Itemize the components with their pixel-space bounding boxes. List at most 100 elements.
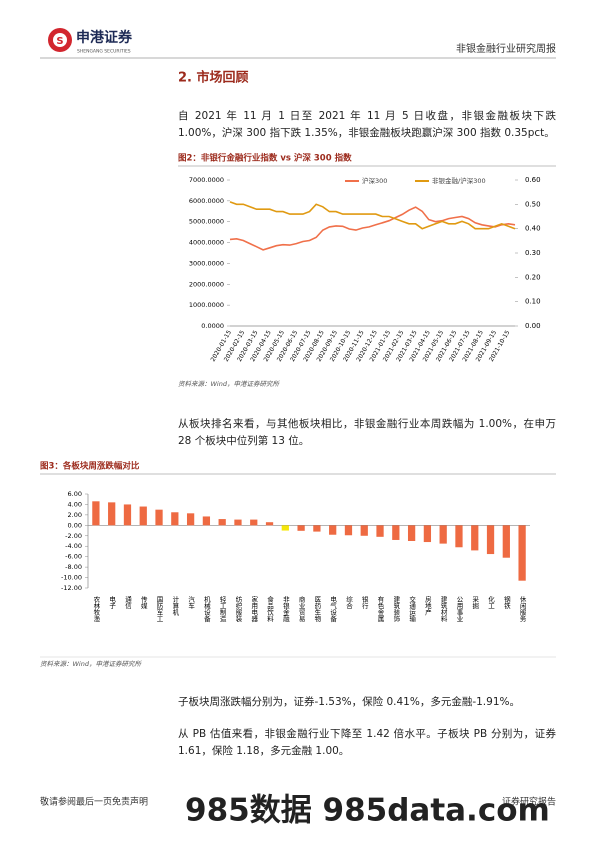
y-tick-label: 4000.0000 <box>189 239 224 247</box>
x-tick-label: 化工 <box>487 595 495 610</box>
x-tick-label: 公用事业 <box>455 596 463 622</box>
x-tick-label: 国防军工 <box>155 596 163 623</box>
x-tick-label: 商业贸易 <box>297 595 305 624</box>
figure-title: 图2：非银行金融行业指数 vs 沪深 300 指数 <box>178 153 352 164</box>
bar <box>313 525 321 532</box>
company-en: SHENGANG SECURITIES <box>77 49 131 55</box>
company-name: 申港证券 <box>76 29 133 46</box>
y2-tick-label: 0.10 <box>525 298 541 306</box>
y2-tick-label: 0.30 <box>525 249 541 257</box>
source: 资料来源：Wind，申港证券研究所 <box>178 380 280 388</box>
bar <box>423 525 432 543</box>
y2-tick-label: 0.00 <box>525 322 541 330</box>
x-tick-label: 食品饮料 <box>266 595 274 624</box>
y-tick-label: 3000.0000 <box>189 259 224 267</box>
bar <box>471 525 479 551</box>
y-tick-label: -8.00 <box>65 563 82 571</box>
section-title: 2. 市场回顾 <box>178 70 249 86</box>
x-tick-label: 有色金属 <box>376 595 384 624</box>
bar <box>202 516 211 526</box>
x-tick-label: 交通运输 <box>408 595 416 624</box>
x-tick-label: 非银金融 <box>281 595 289 624</box>
logo-inner <box>53 33 67 47</box>
bar <box>171 512 179 526</box>
logo: S <box>48 28 72 52</box>
x-tick-label: 采掘 <box>471 595 479 611</box>
bar <box>407 525 416 541</box>
bar <box>186 513 195 526</box>
bar <box>360 525 368 536</box>
bar <box>92 501 100 526</box>
paragraph: 从板块排名来看，与其他板块相比，非银金融行业本周跌幅为 1.00%，在申万 28… <box>178 418 556 447</box>
y-tick-label: 4.00 <box>68 500 82 508</box>
bar <box>486 525 495 555</box>
y2-tick-label: 0.60 <box>525 176 541 184</box>
x-tick-label: 计算机 <box>171 595 179 617</box>
x-tick-label: 纺织服装 <box>234 595 242 624</box>
data-line <box>229 201 516 230</box>
bar <box>392 525 400 540</box>
bar <box>518 525 526 581</box>
x-tick-label: 机械设备 <box>202 595 210 624</box>
x-tick-label: 综合 <box>344 595 352 611</box>
disclaimer: 敬请参阅最后一页免责声明 <box>40 796 148 808</box>
x-tick-label: 电子 <box>108 595 116 610</box>
bar <box>250 519 258 526</box>
y-tick-label: 0.0000 <box>201 322 224 330</box>
bar <box>155 509 163 526</box>
y-tick-label: -12.00 <box>61 584 82 592</box>
bar <box>297 525 305 531</box>
paragraph: 子板块周涨跌幅分别为，证券-1.53%，保险 0.41%，多元金融-1.91%。 <box>178 696 520 708</box>
legend-label: 非银金融/沪深300 <box>432 176 486 185</box>
y-tick-label: -6.00 <box>65 553 82 561</box>
x-tick-label: 钢铁 <box>502 596 510 611</box>
x-tick-label: 建筑材料 <box>439 595 447 624</box>
x-tick-label: 银行 <box>360 595 368 611</box>
x-tick-label: 电气设备 <box>329 595 337 624</box>
y-tick-label: 6000.0000 <box>189 197 224 205</box>
legend-label: 沪深300 <box>362 176 387 185</box>
logo-letter: S <box>56 36 63 47</box>
x-tick-label: 农林牧渔 <box>92 595 100 624</box>
figure-title: 图3：各板块周涨跌幅对比 <box>40 461 140 472</box>
bar <box>376 525 384 537</box>
y2-tick-label: 0.50 <box>525 200 541 208</box>
x-tick-label: 传媒 <box>139 595 147 611</box>
y-tick-label: 0.00 <box>68 521 82 529</box>
report-label: 证券研究报告 <box>502 796 556 808</box>
bar <box>281 525 289 531</box>
x-tick-label: 建筑装饰 <box>392 595 400 624</box>
bar <box>344 525 353 536</box>
y-tick-label: 1000.0000 <box>189 301 224 309</box>
x-tick-label: 家用电器 <box>250 595 258 624</box>
data-line <box>229 206 516 251</box>
y-tick-label: 5000.0000 <box>189 218 224 226</box>
bar <box>329 525 337 535</box>
watermark: 985数据 985data.com <box>185 793 550 829</box>
x-tick-label: 通信 <box>123 595 131 611</box>
bar <box>108 502 116 526</box>
bar <box>265 522 274 526</box>
y2-tick-label: 0.40 <box>525 225 541 233</box>
bar <box>439 525 447 544</box>
x-tick-label: 休闲服务 <box>518 595 526 624</box>
bar <box>234 519 242 526</box>
x-tick-label: 轻工制造 <box>218 595 226 624</box>
y2-tick-label: 0.20 <box>525 273 541 281</box>
x-tick-label: 医药生物 <box>313 596 321 624</box>
y-tick-label: -2.00 <box>65 532 82 540</box>
paragraph: 自 2021 年 11 月 1 日至 2021 年 11 月 5 日收盘，非银金… <box>178 110 556 139</box>
y-tick-label: 7000.0000 <box>189 176 224 184</box>
y-tick-label: -10.00 <box>61 574 82 582</box>
y-tick-label: 6.00 <box>68 490 82 498</box>
report-type: 非银金融行业研究周报 <box>456 42 556 55</box>
bar <box>502 525 510 558</box>
y-tick-label: 2000.0000 <box>189 280 224 288</box>
bar <box>139 506 147 526</box>
x-tick-label: 汽车 <box>187 595 195 611</box>
y-tick-label: -4.00 <box>65 542 82 550</box>
x-tick-label: 房地产 <box>423 595 431 617</box>
paragraph: 从 PB 估值来看，非银金融行业下降至 1.42 倍水平。子板块 PB 分别为，… <box>178 728 556 757</box>
